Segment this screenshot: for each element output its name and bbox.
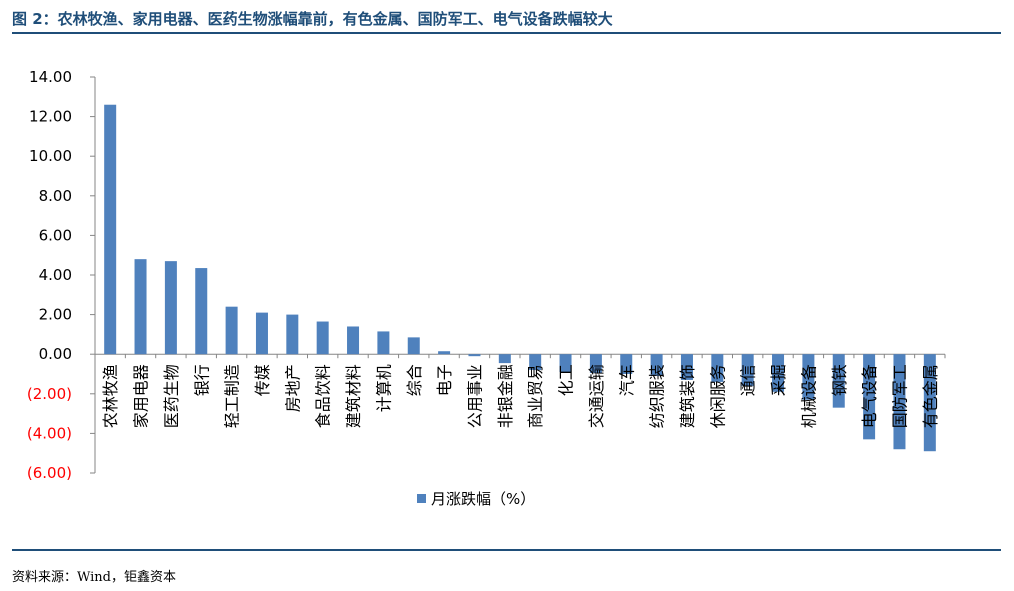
x-tick-label: 房地产 [283,364,302,412]
bar [438,351,451,355]
x-tick-label: 纺织服装 [648,364,667,428]
legend-label: 月涨跌幅（%） [431,490,535,508]
x-tick-label: 采掘 [769,364,788,396]
x-tick-label: 银行 [192,364,211,396]
x-tick-label: 非银金融 [496,364,515,428]
bar [589,354,602,374]
bar [741,354,754,386]
bar [255,312,268,355]
x-tick-label: 商业贸易 [526,364,545,428]
bar [286,314,299,355]
y-tick-label: 10.00 [29,147,72,165]
x-tick-label: 综合 [405,364,424,396]
y-tick-label: 0.00 [39,345,72,363]
x-tick-label: 传媒 [253,364,272,396]
y-tick-label: (4.00) [27,424,72,442]
y-tick-label: 6.00 [39,226,72,244]
bar [134,259,147,355]
x-tick-label: 钢铁 [830,364,849,396]
bar [711,354,724,382]
x-tick-label: 电子 [435,364,454,396]
bar [650,354,663,376]
x-tick-label: 食品饮料 [314,364,333,428]
bar [863,354,876,440]
bar [104,104,117,355]
bar [347,326,360,355]
bar [893,354,906,450]
y-tick-label: 2.00 [39,306,72,324]
x-tick-label: 轻工制造 [223,364,242,428]
y-tick-label: 12.00 [29,108,72,126]
bar [802,354,815,400]
x-tick-label: 化工 [557,364,576,396]
figure-title: 图 2：农林牧渔、家用电器、医药生物涨幅靠前，有色金属、国防军工、电气设备跌幅较… [12,10,613,28]
x-tick-label: 有色金属 [921,364,940,428]
bar [772,354,785,392]
x-tick-label: 家用电器 [132,364,151,428]
legend: 月涨跌幅（%） [417,490,535,508]
bar [498,354,511,364]
bar [164,261,177,355]
bar [559,354,572,373]
y-axis: 14.00 12.00 10.00 8.00 6.00 4.00 2.00 0.00 (2.00… [27,68,945,482]
bar [316,321,329,355]
x-tick-label: 电气设备 [860,364,879,428]
bar [407,337,420,355]
bar [225,306,238,355]
x-tick-label: 国防军工 [890,364,909,428]
bottom-rule [12,549,1001,551]
x-tick-label: 通信 [739,364,758,396]
bar [195,268,208,355]
bar [680,354,693,380]
x-tick-label: 计算机 [374,364,393,412]
y-tick-label: 4.00 [39,266,72,284]
x-tick-label: 汽车 [617,364,636,396]
bar [832,354,845,408]
x-tick-label: 机械设备 [799,364,818,428]
x-tick-label: 交通运输 [587,364,606,428]
x-tick-label: 建筑装饰 [678,364,697,428]
x-axis-labels: 农林牧渔 家用电器 医药生物 银行 轻工制造 传媒 房地产 食品饮料 建筑材料 计算机 综合 电子 公用… [101,364,940,428]
x-tick-label: 公用事业 [465,364,484,428]
y-tick-label: 8.00 [39,187,72,205]
legend-swatch [417,494,426,503]
y-tick-label: (2.00) [27,385,72,403]
bar-series [104,104,946,452]
y-tick-label: 14.00 [29,68,72,86]
bar [468,354,481,357]
bar [620,354,633,374]
x-tick-label: 建筑材料 [344,364,363,428]
bar [529,354,542,371]
x-tick-label: 农林牧渔 [101,364,120,428]
bar [377,331,390,355]
bar [923,354,936,452]
y-tick-label: (6.00) [27,464,72,482]
x-tick-label: 医药生物 [162,364,181,428]
bar-chart: 14.00 12.00 10.00 8.00 6.00 4.00 2.00 0.00 (2.00… [27,68,946,508]
x-tick-label: 休闲服务 [708,364,727,428]
source-note: 资料来源：Wind，钜鑫资本 [12,570,176,585]
top-rule [12,32,1001,34]
